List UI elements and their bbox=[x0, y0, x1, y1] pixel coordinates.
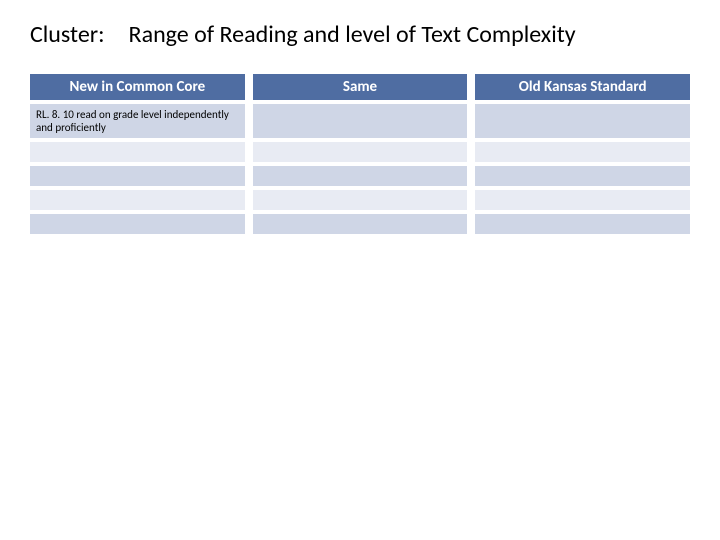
table-cell bbox=[253, 190, 468, 210]
table-cell bbox=[253, 214, 468, 234]
page-title: Cluster: Range of Reading and level of T… bbox=[30, 20, 590, 50]
table-cell bbox=[30, 190, 245, 210]
table-cell bbox=[475, 104, 690, 138]
table-cell bbox=[475, 166, 690, 186]
table-cell bbox=[253, 104, 468, 138]
table-cell: RL. 8. 10 read on grade level independen… bbox=[30, 104, 245, 138]
comparison-table: New in Common Core Same Old Kansas Stand… bbox=[30, 74, 690, 234]
table-cell bbox=[30, 214, 245, 234]
table-cell bbox=[253, 142, 468, 162]
col-header-new-common-core: New in Common Core bbox=[30, 74, 245, 100]
table-cell bbox=[253, 166, 468, 186]
col-header-same: Same bbox=[253, 74, 468, 100]
table-cell bbox=[475, 214, 690, 234]
table-cell bbox=[30, 142, 245, 162]
col-header-old-kansas: Old Kansas Standard bbox=[475, 74, 690, 100]
table-cell bbox=[475, 190, 690, 210]
table-cell bbox=[475, 142, 690, 162]
table-cell bbox=[30, 166, 245, 186]
